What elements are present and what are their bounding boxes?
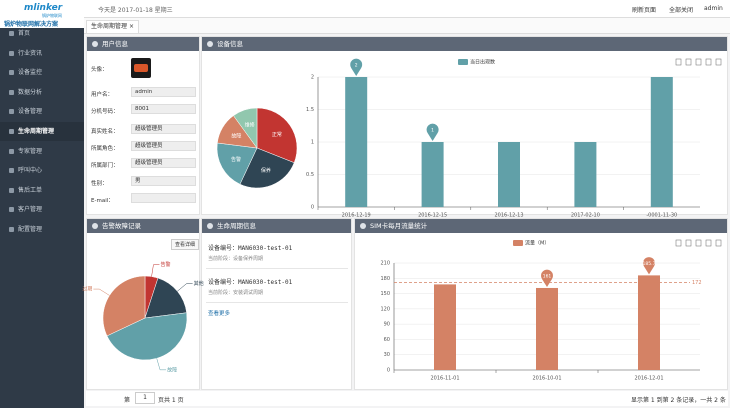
topbar: 今天是 2017-01-18 星期三 刷新页面 全部关闭 admin (84, 0, 730, 18)
page-input[interactable]: 1 (135, 392, 155, 404)
field-value: 超级管理员 (131, 124, 196, 134)
field-value: 超级管理员 (131, 158, 196, 168)
panel-header: SIM卡每月流量统计 (355, 219, 727, 233)
more-link[interactable]: 查看更多 (208, 311, 231, 317)
tab-bar: 生命周期管理 × (84, 18, 730, 34)
field-label: 所属角色： (91, 146, 119, 152)
field-value: 男 (131, 176, 196, 186)
device-id: 设备编号：MAN6030-test-01 (208, 279, 293, 286)
tab-close[interactable]: × (128, 23, 134, 30)
user-panel: 用户信息 头像： 用户名： admin 分机号码： 8001 真实姓名： 超级管理员 所属角色… (86, 36, 200, 215)
menu-item[interactable]: 设备监控 (0, 63, 84, 82)
field-label: 分机号码： (91, 109, 119, 115)
field-label: E-mail： (91, 198, 114, 204)
avatar (131, 58, 151, 78)
menu-item[interactable]: 配置管理 (0, 220, 84, 239)
field-value: 超级管理员 (131, 141, 196, 151)
lifecycle-panel: 生命周期信息 设备编号：MAN6030-test-01 当前阶段：设备保养周期 设备… (201, 218, 352, 390)
page-suffix: 页共 1 页 (158, 397, 184, 404)
logo: mlinker 锅炉物联网 锅炉物联网解决方案 (0, 0, 84, 28)
pagination: 第 1 页共 1 页 显示第 1 到第 2 条记录，一共 2 条 (86, 391, 728, 406)
separator (206, 302, 348, 303)
menu-item[interactable]: 首页 (0, 24, 84, 43)
stage: 当前阶段：设备保养周期 (208, 256, 264, 262)
field-label: 所属部门： (91, 163, 119, 169)
logo-text: mlinker (24, 3, 63, 13)
menu-item[interactable]: 专家管理 (0, 142, 84, 161)
sidebar: mlinker 锅炉物联网 锅炉物联网解决方案 首页 行业资讯 设备监控 数据分析 设备… (0, 0, 84, 408)
field-input[interactable] (131, 193, 196, 203)
menu-item[interactable]: 售后工单 (0, 181, 84, 200)
date: 今天是 2017-01-18 星期三 (98, 7, 173, 14)
user-menu[interactable]: admin (704, 5, 723, 12)
refresh-button[interactable]: 刷新页面 (632, 7, 657, 14)
stage: 当前阶段：安装调试周期 (208, 290, 264, 296)
slogan: 锅炉物联网解决方案 (4, 21, 59, 28)
close-all-button[interactable]: 全部关闭 (669, 7, 694, 14)
field-label: 性别： (91, 181, 108, 187)
field-value: admin (131, 87, 196, 97)
device-panel: 设备信息 (201, 36, 728, 215)
tab[interactable]: 生命周期管理 × (86, 20, 139, 34)
panel-header: 告警故障记录 (87, 219, 199, 233)
menu-item[interactable]: 设备管理 (0, 102, 84, 121)
field-label: 用户名： (91, 92, 114, 98)
field-value: 8001 (131, 104, 196, 114)
page-summary: 显示第 1 到第 2 条记录，一共 2 条 (631, 397, 726, 404)
detail-button[interactable]: 查看详细 (171, 239, 199, 250)
device-id: 设备编号：MAN6030-test-01 (208, 245, 293, 252)
sim-panel: SIM卡每月流量统计 (354, 218, 728, 390)
logo-sub: 锅炉物联网 (42, 13, 62, 18)
field-label: 真实姓名： (91, 129, 119, 135)
separator (206, 268, 348, 269)
menu-item[interactable]: 客户管理 (0, 200, 84, 219)
menu-item[interactable]: 呼叫中心 (0, 161, 84, 180)
alarm-panel: 告警故障记录 查看详细 (86, 218, 200, 390)
menu-item[interactable]: 数据分析 (0, 83, 84, 102)
panel-header: 用户信息 (87, 37, 199, 51)
panel-header: 设备信息 (202, 37, 727, 51)
menu-item[interactable]: 行业资讯 (0, 44, 84, 63)
field-label: 头像： (91, 67, 108, 73)
page-prefix: 第 (124, 397, 131, 404)
panel-header: 生命周期信息 (202, 219, 351, 233)
tab-label: 生命周期管理 (91, 23, 128, 30)
menu-item[interactable]: 生命周期管理 (0, 122, 84, 141)
